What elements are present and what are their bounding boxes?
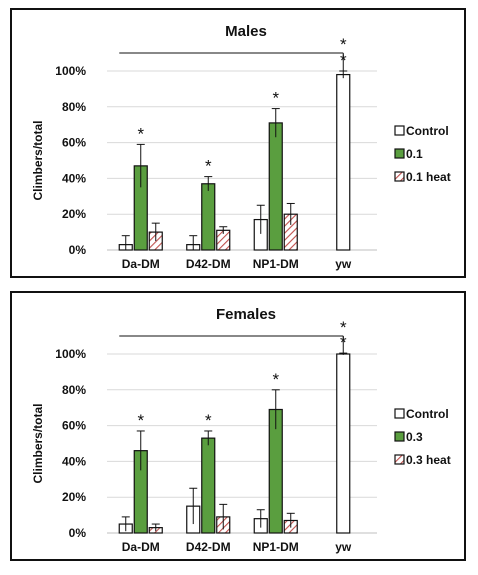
x-tick-label: NP1-DM	[253, 540, 299, 554]
legend-label: 0.3	[406, 430, 423, 444]
legend-swatch	[394, 148, 405, 159]
legend-label: 0.3 heat	[406, 453, 451, 467]
legend-swatch	[394, 431, 405, 442]
y-tick-label: 40%	[62, 171, 86, 185]
y-tick-label: 0%	[69, 243, 87, 257]
bar	[201, 183, 216, 251]
x-tick-label: yw	[335, 257, 352, 271]
legend-swatch	[394, 408, 405, 419]
x-tick-label: D42-DM	[186, 540, 231, 554]
y-tick-label: 80%	[62, 100, 86, 114]
bar	[268, 122, 283, 251]
y-axis-label: Climbers/total	[31, 403, 45, 483]
x-tick-label: Da-DM	[122, 257, 160, 271]
bar	[336, 73, 351, 251]
significance-star: *	[272, 370, 279, 389]
x-tick-label: yw	[335, 540, 352, 554]
bar	[336, 353, 351, 534]
y-tick-label: 0%	[69, 526, 87, 540]
females-chart-panel: Females Climbers/total 0% 20% 40% 60% 80% 100% D…	[10, 291, 466, 561]
bar	[201, 437, 216, 534]
y-axis-label: Climbers/total	[31, 120, 45, 200]
chart-title: Males	[225, 23, 267, 40]
significance-star: *	[205, 411, 212, 430]
significance-star: *	[205, 157, 212, 176]
chart-title: Females	[216, 306, 276, 323]
legend-swatch	[394, 125, 405, 136]
legend-label: 0.1	[406, 147, 423, 161]
y-tick-label: 20%	[62, 490, 86, 504]
y-tick-label: 60%	[62, 136, 86, 150]
bracket-star: *	[340, 318, 347, 337]
legend-swatch	[394, 171, 405, 182]
x-tick-label: NP1-DM	[253, 257, 299, 271]
y-tick-label: 100%	[55, 347, 86, 361]
bracket-star: *	[340, 35, 347, 54]
y-tick-label: 60%	[62, 419, 86, 433]
y-tick-label: 80%	[62, 383, 86, 397]
legend-label: Control	[406, 124, 449, 138]
males-chart: Males Climbers/total 0% 20% 40% 60% 80% 100% Da-…	[31, 23, 451, 271]
significance-star: *	[272, 89, 279, 108]
legend-label: Control	[406, 407, 449, 421]
legend-swatch	[394, 454, 405, 465]
legend-label: 0.1 heat	[406, 170, 451, 184]
y-tick-label: 20%	[62, 207, 86, 221]
significance-star: *	[137, 411, 144, 430]
females-chart: Females Climbers/total 0% 20% 40% 60% 80% 100% D…	[31, 306, 451, 554]
y-tick-label: 100%	[55, 64, 86, 78]
x-tick-label: Da-DM	[122, 540, 160, 554]
significance-star: *	[137, 124, 144, 143]
y-tick-label: 40%	[62, 454, 86, 468]
x-tick-label: D42-DM	[186, 257, 231, 271]
males-chart-panel: Males Climbers/total 0% 20% 40% 60% 80% 100% Da-…	[10, 8, 466, 278]
